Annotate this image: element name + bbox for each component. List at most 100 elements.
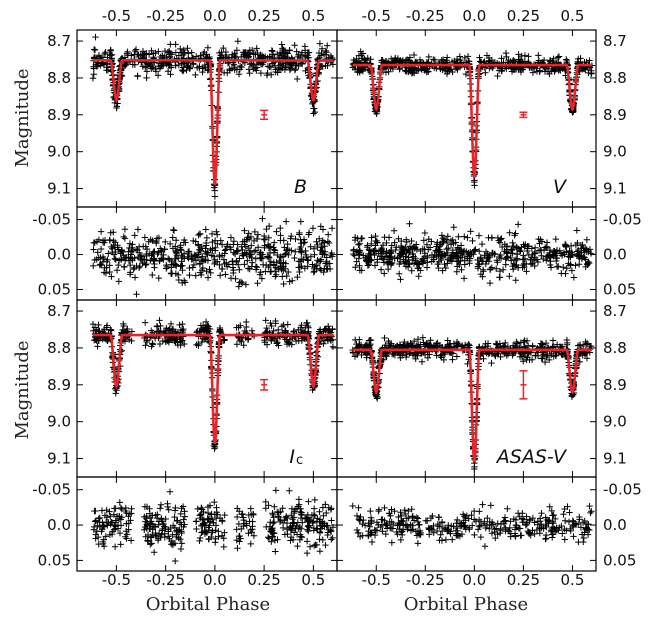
- residual-point: [159, 254, 167, 262]
- residual-point: [314, 243, 321, 251]
- residual-point: [196, 246, 204, 253]
- residual-point: [407, 527, 415, 534]
- residual-point: [443, 239, 451, 247]
- data-point: [461, 54, 468, 62]
- residual-point: [120, 233, 127, 241]
- residual-point: [322, 541, 329, 549]
- residual-point: [108, 519, 116, 526]
- residual-point: [383, 247, 390, 255]
- residual-point: [488, 530, 496, 537]
- residual-point: [178, 262, 185, 269]
- residual-point: [155, 521, 162, 528]
- residual-point: [145, 238, 152, 245]
- residual-point: [566, 509, 573, 516]
- residual-point: [238, 525, 245, 533]
- data-point: [93, 335, 100, 343]
- residual-point: [434, 239, 441, 246]
- x-tick-label-top: 0.5: [561, 7, 585, 25]
- residual-point: [244, 257, 251, 264]
- residual-point: [512, 277, 519, 284]
- residual-point: [489, 249, 496, 257]
- data-point: [178, 48, 186, 56]
- x-tick-label-top: 0.25: [247, 7, 280, 25]
- residual-point: [562, 270, 569, 277]
- residual-point: [116, 529, 124, 537]
- residual-point: [151, 264, 158, 271]
- residual-point: [512, 230, 519, 237]
- residual-point: [297, 531, 304, 538]
- data-point: [159, 52, 166, 59]
- residual-point: [371, 262, 379, 269]
- data-point: [543, 353, 550, 360]
- residual-point: [280, 280, 287, 288]
- data-point: [187, 63, 194, 71]
- residual-point: [264, 534, 272, 541]
- data-point: [201, 324, 209, 331]
- y-tick-label-right: 8.7: [603, 32, 627, 50]
- residual-point: [474, 264, 482, 272]
- residual-point: [582, 526, 589, 533]
- residual-point: [292, 235, 299, 243]
- residual-point: [450, 523, 457, 530]
- data-point: [446, 340, 454, 347]
- data-point: [192, 71, 199, 79]
- data-point: [425, 53, 432, 61]
- residual-point: [108, 273, 115, 280]
- residual-point: [319, 536, 326, 544]
- x-tick-label-top: 0.0: [203, 7, 227, 25]
- residual-point: [128, 255, 136, 263]
- residual-point: [101, 512, 109, 519]
- y-tick-label-right: 8.8: [603, 339, 627, 357]
- residual-point: [316, 548, 324, 555]
- y-tick-label-right: 9.0: [603, 413, 627, 431]
- residual-panel-asasv: [336, 476, 597, 572]
- residual-point: [443, 245, 450, 253]
- residual-point: [511, 256, 519, 263]
- data-point: [357, 48, 364, 55]
- residual-point: [367, 507, 374, 515]
- data-point: [104, 60, 111, 68]
- residual-point: [579, 519, 587, 526]
- residual-point: [131, 264, 138, 272]
- residual-point: [421, 250, 428, 257]
- residual-point: [462, 517, 469, 524]
- residual-point: [121, 263, 128, 271]
- residual-point: [282, 514, 289, 521]
- residual-point: [310, 268, 317, 276]
- data-point: [545, 356, 553, 364]
- data-point: [263, 341, 271, 348]
- residual-point: [126, 244, 133, 252]
- residual-point: [325, 504, 332, 511]
- residual-point: [265, 234, 272, 242]
- residual-point: [396, 522, 403, 529]
- data-point: [165, 326, 172, 334]
- residual-point: [166, 240, 174, 248]
- residual-point: [269, 510, 276, 517]
- residual-points-v: [350, 220, 595, 287]
- residual-point: [494, 520, 501, 527]
- residual-point: [440, 236, 448, 243]
- data-point: [385, 68, 392, 75]
- residual-point: [394, 255, 401, 262]
- residual-point: [366, 523, 373, 530]
- residual-point: [524, 247, 531, 255]
- data-point: [579, 342, 587, 350]
- data-point: [563, 339, 571, 347]
- data-point: [445, 65, 453, 73]
- residual-point: [247, 233, 255, 241]
- residual-point: [178, 540, 185, 547]
- data-point: [414, 342, 422, 349]
- data-point: [292, 65, 299, 73]
- residual-point: [399, 245, 406, 253]
- residual-point: [523, 268, 530, 275]
- residual-point: [583, 520, 591, 528]
- data-point: [257, 69, 265, 77]
- data-point: [179, 67, 187, 75]
- residual-point: [390, 227, 398, 234]
- residual-point: [351, 252, 358, 259]
- data-point: [155, 48, 162, 55]
- residual-point: [92, 531, 100, 538]
- residual-point: [351, 234, 359, 241]
- residual-point: [276, 518, 284, 526]
- residual-point: [136, 263, 144, 270]
